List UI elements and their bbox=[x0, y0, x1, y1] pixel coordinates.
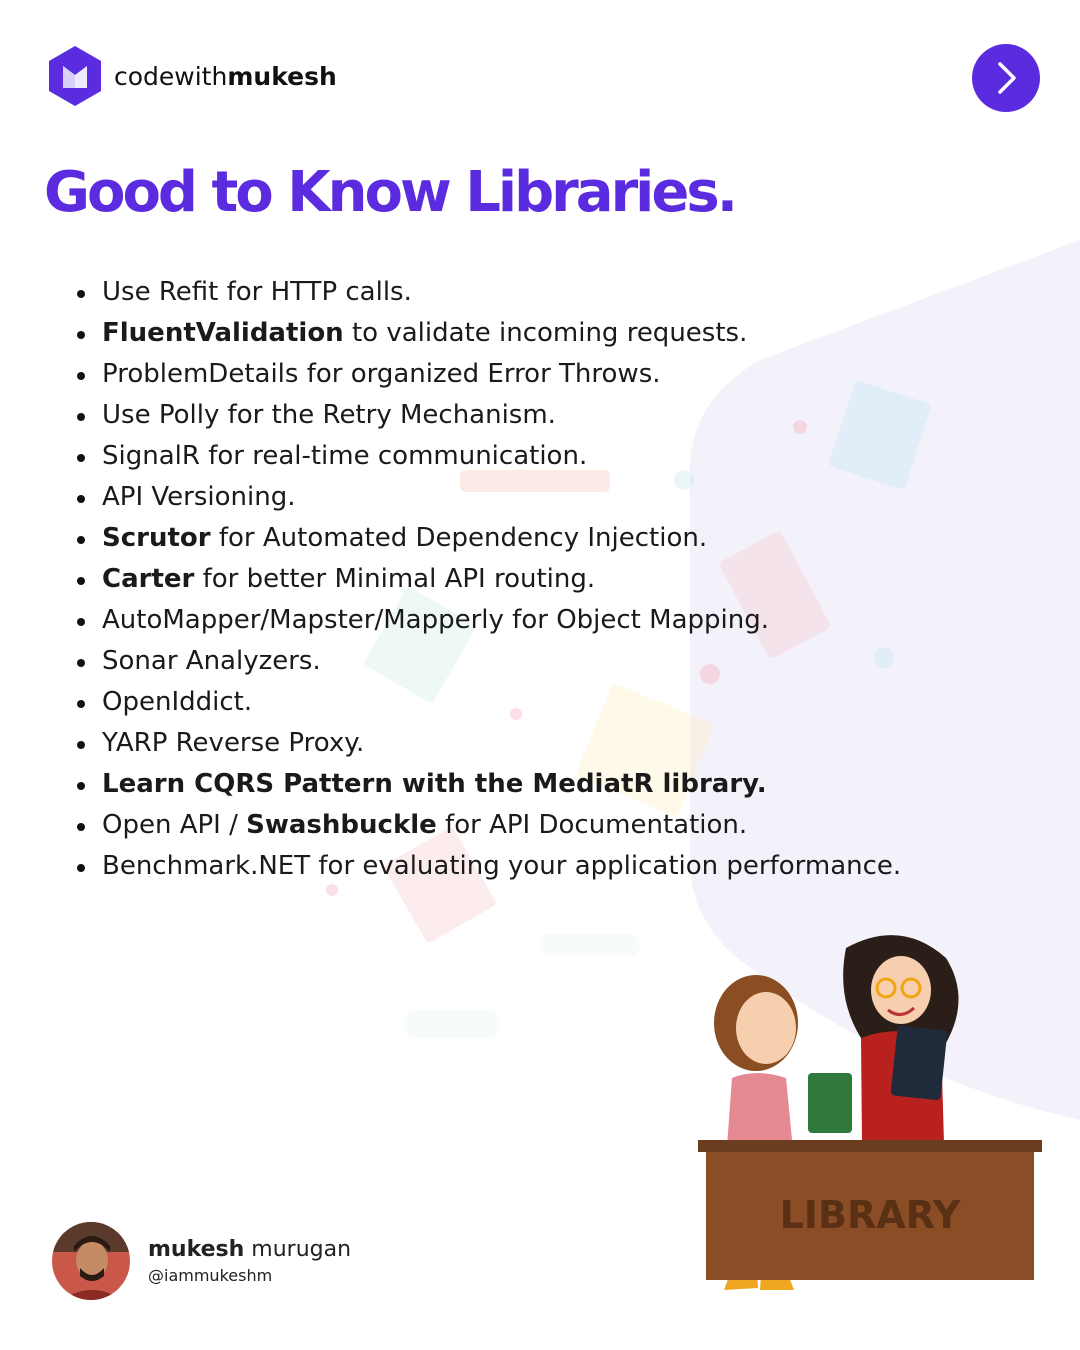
author-name: mukesh murugan bbox=[148, 1237, 352, 1262]
item-text: OpenIddict. bbox=[102, 687, 253, 717]
item-text: YARP Reverse Proxy. bbox=[102, 728, 365, 758]
item-text: ProblemDetails for organized Error Throw… bbox=[102, 359, 661, 389]
item-text: API Versioning. bbox=[102, 482, 296, 512]
list-item: Use Polly for the Retry Mechanism. bbox=[72, 395, 1062, 436]
list-item: Carter for better Minimal API routing. bbox=[72, 559, 1062, 600]
list-item: Scrutor for Automated Dependency Injecti… bbox=[72, 518, 1062, 559]
chevron-right-icon bbox=[998, 62, 1016, 94]
item-bold-text: Carter bbox=[102, 564, 195, 594]
librarian-figure bbox=[843, 935, 959, 1143]
item-text: to validate incoming requests. bbox=[343, 318, 748, 348]
item-text: Use Polly for the Retry Mechanism. bbox=[102, 400, 556, 430]
desk-sign: LIBRARY bbox=[780, 1193, 961, 1237]
list-item: OpenIddict. bbox=[72, 682, 1062, 723]
page-title: Good to Know Libraries. bbox=[44, 160, 738, 225]
item-bold-text: Swashbuckle bbox=[246, 810, 437, 840]
library-illustration: LIBRARY bbox=[698, 935, 1042, 1290]
brand-name: codewithmukesh bbox=[114, 61, 337, 91]
item-text: for better Minimal API routing. bbox=[194, 564, 596, 594]
library-list: Use Refit for HTTP calls. FluentValidatio… bbox=[72, 272, 1062, 887]
item-text: for Automated Dependency Injection. bbox=[210, 523, 708, 553]
next-button[interactable] bbox=[972, 44, 1040, 112]
list-item: AutoMapper/Mapster/Mapperly for Object M… bbox=[72, 600, 1062, 641]
brand-header: codewithmukesh bbox=[46, 44, 337, 108]
author-block: mukesh murugan @iammukeshm bbox=[52, 1222, 351, 1300]
item-text: Sonar Analyzers. bbox=[102, 646, 321, 676]
item-bold-text: Scrutor bbox=[102, 523, 211, 553]
item-text: Benchmark.NET for evaluating your applic… bbox=[102, 851, 902, 881]
list-item: Open API / Swashbuckle for API Documenta… bbox=[72, 805, 1062, 846]
item-text: for API Documentation. bbox=[436, 810, 748, 840]
item-text: Open API / bbox=[102, 810, 247, 840]
m-hexagon-logo-icon bbox=[49, 46, 101, 106]
author-handle: @iammukeshm bbox=[148, 1266, 273, 1285]
item-text: AutoMapper/Mapster/Mapperly for Object M… bbox=[102, 605, 769, 635]
list-item: Sonar Analyzers. bbox=[72, 641, 1062, 682]
item-bold-text: FluentValidation bbox=[102, 318, 344, 348]
list-item: Benchmark.NET for evaluating your applic… bbox=[72, 846, 1062, 887]
list-item: Learn CQRS Pattern with the MediatR libr… bbox=[72, 764, 1062, 805]
list-item: SignalR for real-time communication. bbox=[72, 436, 1062, 477]
list-item: API Versioning. bbox=[72, 477, 1062, 518]
list-item: YARP Reverse Proxy. bbox=[72, 723, 1062, 764]
item-bold-text: Learn CQRS Pattern with the MediatR libr… bbox=[102, 769, 767, 799]
list-item: ProblemDetails for organized Error Throw… bbox=[72, 354, 1062, 395]
item-text: SignalR for real-time communication. bbox=[102, 441, 588, 471]
list-item: FluentValidation to validate incoming re… bbox=[72, 313, 1062, 354]
item-text: Use Refit for HTTP calls. bbox=[102, 277, 412, 307]
list-item: Use Refit for HTTP calls. bbox=[72, 272, 1062, 313]
author-avatar bbox=[52, 1222, 130, 1300]
